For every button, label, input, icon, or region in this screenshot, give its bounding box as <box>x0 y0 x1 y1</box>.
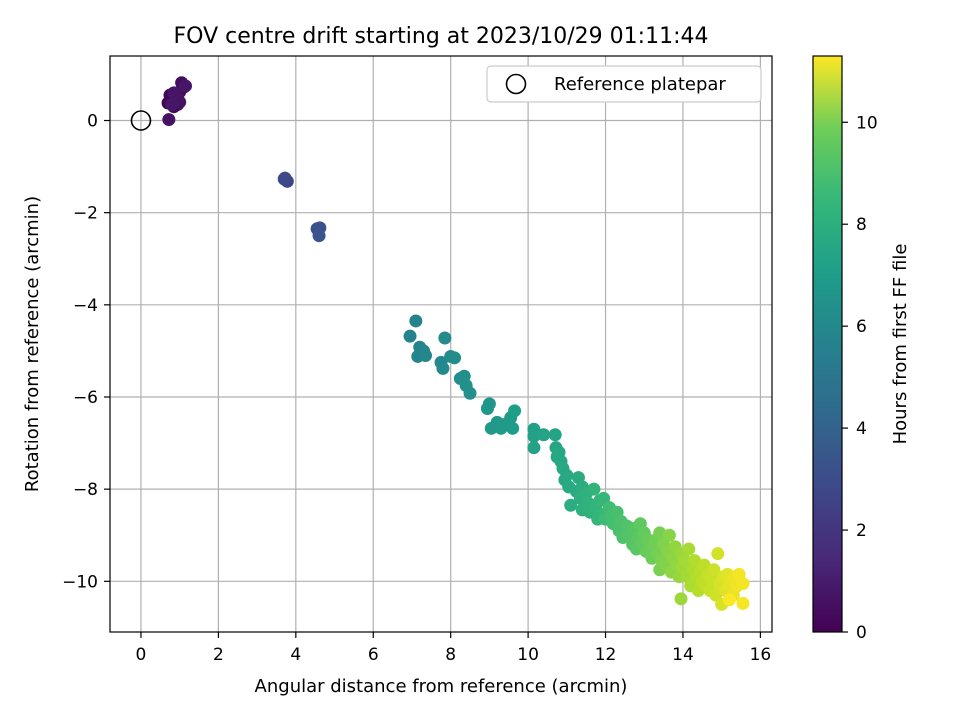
x-tick-label: 8 <box>445 645 456 665</box>
data-point <box>560 468 574 482</box>
data-point <box>688 554 702 568</box>
y-axis-label: Rotation from reference (arcmin) <box>22 196 43 492</box>
y-tick-label: −8 <box>73 480 98 500</box>
data-point <box>736 577 750 591</box>
y-tick-label: −6 <box>73 388 98 408</box>
y-tick-label: −10 <box>62 572 98 592</box>
data-point <box>564 498 578 512</box>
data-point <box>312 229 326 243</box>
colorbar-tick-label: 4 <box>856 419 867 439</box>
data-point <box>682 542 696 556</box>
colorbar-tick-label: 6 <box>856 317 867 337</box>
data-point <box>711 547 725 561</box>
reference-marker <box>130 110 152 131</box>
data-point <box>463 386 477 400</box>
data-point <box>165 97 179 111</box>
colorbar-ticks: 0 2 4 6 8 10 <box>842 113 878 643</box>
data-point <box>678 554 692 568</box>
data-point <box>448 351 462 365</box>
data-point <box>662 528 676 542</box>
y-axis-ticks: 0 −2 −4 −6 −8 −10 <box>62 112 110 592</box>
data-point <box>167 86 181 100</box>
colorbar <box>812 55 843 633</box>
colorbar-tick-label: 0 <box>856 623 867 643</box>
data-point <box>178 79 192 93</box>
data-point <box>508 404 522 418</box>
x-tick-label: 4 <box>290 645 301 665</box>
legend-marker <box>505 73 527 95</box>
colorbar-tick-label: 10 <box>856 113 878 133</box>
data-point <box>527 429 541 443</box>
data-point <box>482 397 496 411</box>
data-point <box>162 113 176 127</box>
data-point <box>438 331 452 345</box>
x-axis-ticks: 0 2 4 6 8 10 12 14 16 <box>136 632 772 665</box>
data-point <box>409 314 423 328</box>
grid <box>110 56 772 632</box>
x-tick-label: 2 <box>213 645 224 665</box>
y-tick-label: −2 <box>73 204 98 224</box>
x-tick-label: 0 <box>136 645 147 665</box>
data-point <box>403 329 417 343</box>
x-tick-label: 6 <box>368 645 379 665</box>
data-point <box>587 482 601 496</box>
legend-box <box>486 65 762 103</box>
data-point <box>436 361 450 375</box>
data-point <box>548 428 562 442</box>
colorbar-tick-label: 2 <box>856 521 867 541</box>
legend-label: Reference platepar <box>554 74 726 95</box>
data-point <box>417 344 431 358</box>
colorbar-label: Hours from first FF file <box>890 244 911 445</box>
data-point <box>722 593 736 607</box>
plot-frame <box>109 55 773 633</box>
x-tick-label: 14 <box>672 645 694 665</box>
data-point <box>527 441 541 455</box>
x-axis-label: Angular distance from reference (arcmin) <box>255 676 628 697</box>
colorbar-tick-label: 8 <box>856 215 867 235</box>
chart-title: FOV centre drift starting at 2023/10/29 … <box>174 24 709 49</box>
data-point <box>674 592 688 606</box>
y-tick-label: 0 <box>87 112 98 132</box>
data-point <box>506 421 520 435</box>
x-tick-label: 12 <box>595 645 617 665</box>
data-points <box>161 76 750 611</box>
data-point <box>278 171 292 185</box>
x-tick-label: 10 <box>517 645 539 665</box>
data-point <box>537 428 551 442</box>
legend: Reference platepar <box>486 65 762 103</box>
data-point <box>707 563 721 577</box>
x-tick-label: 16 <box>750 645 772 665</box>
y-tick-label: −4 <box>73 296 98 316</box>
data-point <box>736 596 750 610</box>
